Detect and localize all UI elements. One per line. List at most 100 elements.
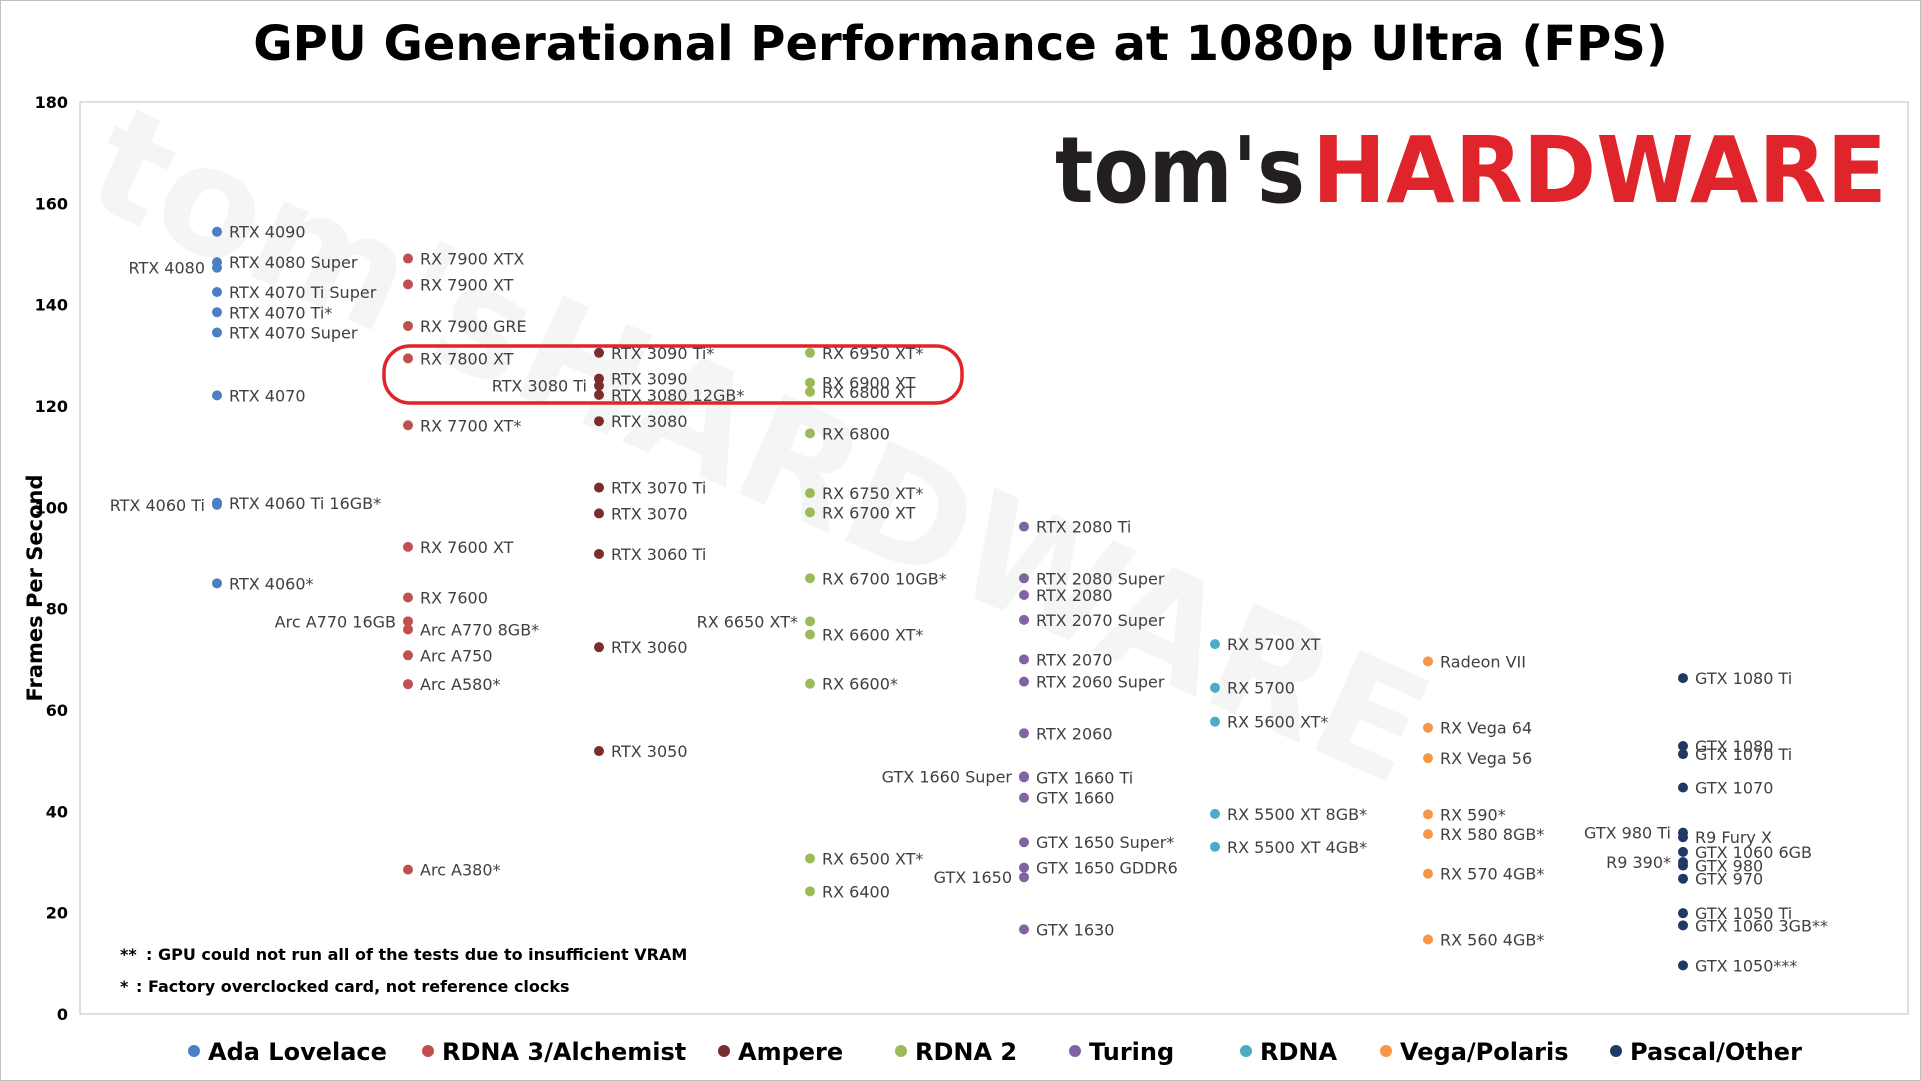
data-point [1678, 832, 1688, 843]
data-point [805, 616, 815, 627]
data-point [1423, 656, 1433, 667]
data-point [212, 226, 222, 237]
data-label: RX 6900 XT [822, 374, 916, 393]
data-label: RTX 4060 Ti 16GB* [229, 494, 381, 513]
data-label: Arc A770 8GB* [420, 620, 539, 639]
data-label: GTX 1060 3GB** [1695, 916, 1828, 935]
data-point [403, 616, 413, 627]
data-label: RTX 2070 [1036, 650, 1113, 669]
data-label: RX 6600 XT* [822, 626, 923, 645]
legend-label: Pascal/Other [1630, 1038, 1802, 1066]
data-point [594, 548, 604, 559]
data-label: RTX 4070 Super [229, 324, 358, 343]
data-point [805, 678, 815, 689]
data-point [805, 347, 815, 358]
data-label: RTX 4080 [129, 259, 206, 278]
footnote-mark: ** [120, 945, 137, 964]
data-label: RTX 3080 12GB* [611, 386, 744, 405]
data-point [212, 499, 222, 510]
data-point [212, 390, 222, 401]
data-label: RTX 3070 Ti [611, 479, 706, 498]
data-point [212, 307, 222, 318]
data-label: RTX 3050 [611, 742, 688, 761]
data-label: RX Vega 56 [1440, 749, 1532, 768]
data-point [805, 377, 815, 388]
data-label: RX 7600 XT [420, 538, 514, 557]
data-label: RX Vega 64 [1440, 719, 1532, 738]
data-label: GTX 1080 [1695, 737, 1773, 756]
y-tick-label: 0 [57, 1005, 68, 1024]
data-label: GTX 1650 Super* [1036, 833, 1174, 852]
data-point [594, 508, 604, 519]
data-label: RX 7900 GRE [420, 317, 527, 336]
data-label: RTX 3070 [611, 504, 688, 523]
footnote-mark: * [120, 977, 129, 996]
legend-label: RDNA 3/Alchemist [442, 1038, 686, 1066]
data-label: RX 590* [1440, 805, 1506, 824]
data-label: RTX 4080 Super [229, 253, 358, 272]
data-label: RTX 4060* [229, 574, 314, 593]
data-point [1019, 573, 1029, 584]
data-label: RTX 2080 [1036, 586, 1113, 605]
data-point [1678, 908, 1688, 919]
data-label: RX 7900 XT [420, 275, 514, 294]
y-tick-label: 40 [46, 802, 68, 821]
data-label: GTX 1060 6GB [1695, 843, 1812, 862]
data-label: RX 6950 XT* [822, 344, 923, 363]
data-point [1210, 682, 1220, 693]
data-label: RTX 3090 Ti* [611, 344, 714, 363]
data-label: GTX 980 [1695, 857, 1763, 876]
legend-marker [1380, 1045, 1392, 1057]
legend-marker [188, 1045, 200, 1057]
toms-hardware-logo: tom's HARDWARE [1055, 117, 1887, 224]
highlight-box [382, 344, 964, 405]
legend-marker [895, 1045, 907, 1057]
data-point [805, 629, 815, 640]
data-label: Arc A580* [420, 675, 501, 694]
data-label: RTX 4060 Ti [110, 496, 205, 515]
data-point [403, 541, 413, 552]
data-point [403, 420, 413, 431]
data-point [805, 386, 815, 397]
y-tick-label: 60 [46, 701, 68, 720]
data-point [1423, 829, 1433, 840]
data-point [1678, 782, 1688, 793]
data-point [1210, 639, 1220, 650]
data-label: GTX 1650 GDDR6 [1036, 859, 1178, 878]
data-point [1019, 589, 1029, 600]
legend-marker [1610, 1045, 1622, 1057]
data-label: GTX 1660 [1036, 789, 1114, 808]
data-point [594, 482, 604, 493]
plot-area [79, 101, 1909, 1015]
data-label: RX 6800 XT [822, 383, 916, 402]
data-point [1678, 673, 1688, 684]
logo-text-red: HARDWARE [1312, 117, 1887, 224]
data-label: RX 6600* [822, 675, 898, 694]
data-point [594, 347, 604, 358]
data-point [1019, 872, 1029, 883]
y-tick-label: 140 [35, 296, 68, 315]
data-point [1678, 749, 1688, 760]
legend-label: Ada Lovelace [208, 1038, 387, 1066]
data-point [1423, 722, 1433, 733]
data-label: RX 560 4GB* [1440, 931, 1544, 950]
data-label: RX 5700 [1227, 679, 1295, 698]
data-label: RX 7800 XT [420, 349, 514, 368]
data-point [805, 886, 815, 897]
data-label: RTX 3090 [611, 370, 688, 389]
data-point [1678, 846, 1688, 857]
data-label: GTX 1660 Super [882, 767, 1013, 786]
data-label: Arc A750 [420, 646, 493, 665]
data-label: RX 6800 [822, 424, 890, 443]
data-label: RTX 3080 [611, 412, 688, 431]
data-label: RX 5500 XT 4GB* [1227, 838, 1367, 857]
data-point [403, 320, 413, 331]
data-label: RX 6650 XT* [697, 612, 798, 631]
data-label: RX 570 4GB* [1440, 865, 1544, 884]
data-label: RX 6400 [822, 882, 890, 901]
data-point [1019, 521, 1029, 532]
data-label: Arc A770 16GB [275, 612, 396, 631]
data-point [805, 488, 815, 499]
data-label: RX 5500 XT 8GB* [1227, 805, 1367, 824]
data-label: R9 390* [1606, 853, 1671, 872]
